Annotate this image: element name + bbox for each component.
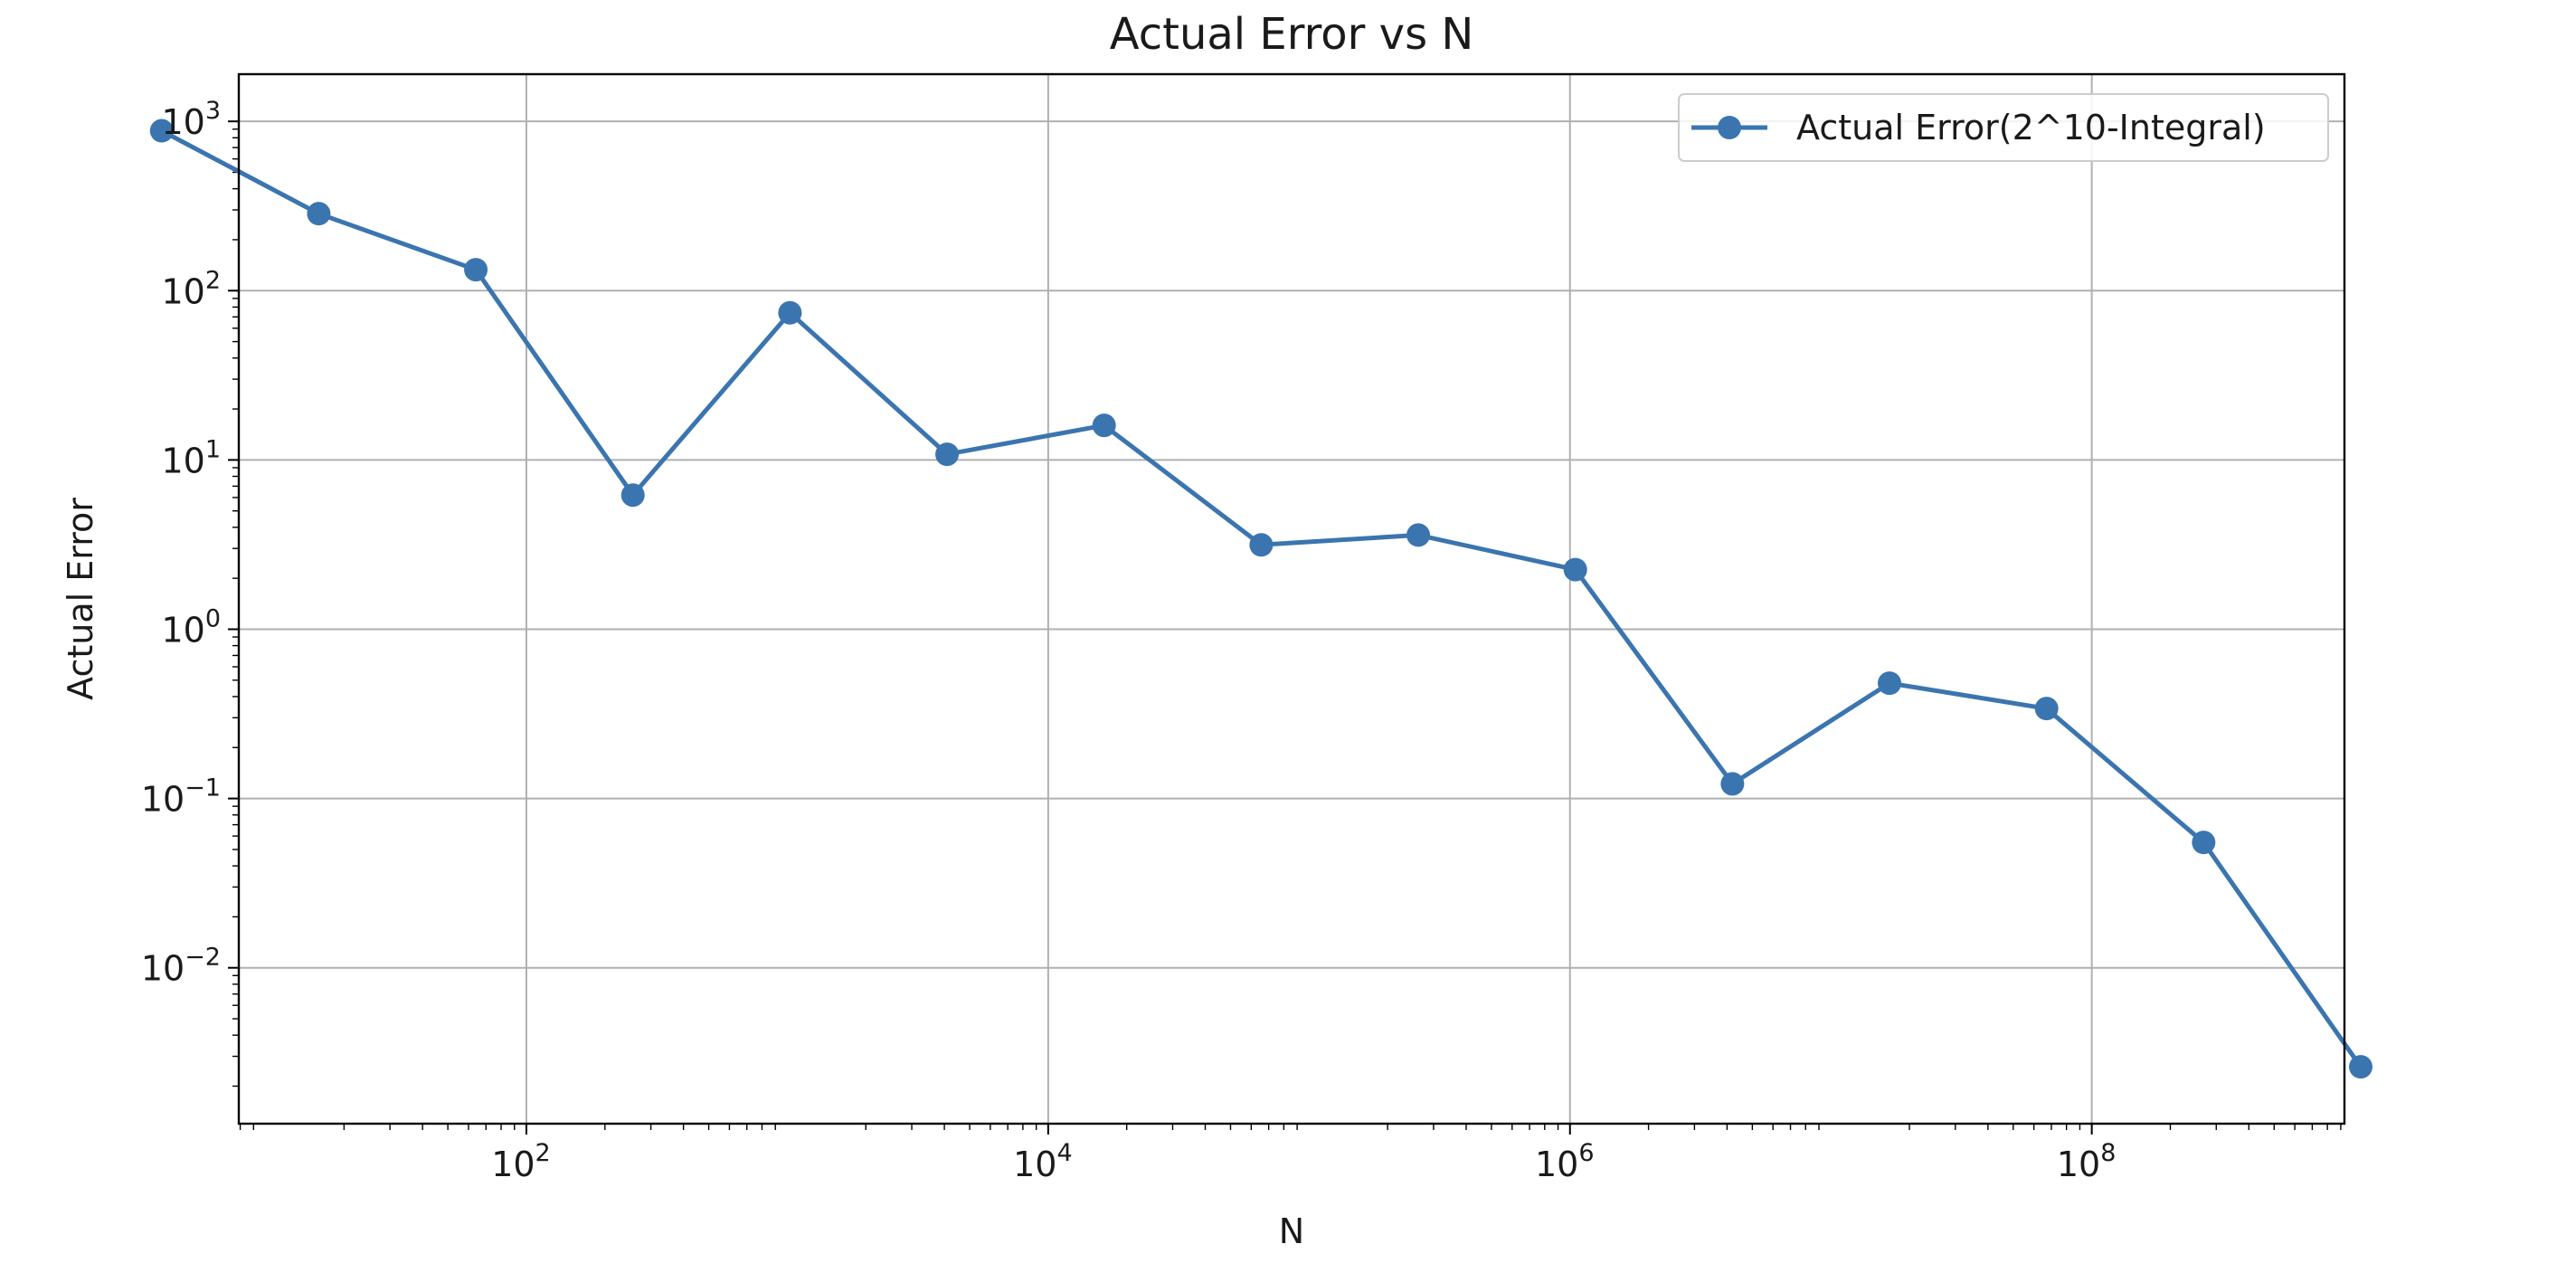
x-tick-label: 108 [2057, 1139, 2117, 1184]
series-layer [149, 119, 2373, 1079]
data-point [620, 483, 645, 508]
y-tick-label: 103 [161, 97, 221, 142]
tick-labels: 102 104 106 108 10−2 10−1 100 101 102 103 [141, 97, 2117, 1184]
data-point [2349, 1055, 2373, 1079]
x-tick-label: 102 [491, 1139, 551, 1184]
y-tick-label: 10−2 [141, 944, 221, 989]
legend: Actual Error(2^10-Integral) [1678, 93, 2329, 162]
data-point [1406, 523, 1431, 547]
data-point [1878, 671, 1902, 696]
data-point [1249, 533, 1274, 557]
y-axis-label: Actual Error [61, 498, 100, 700]
y-tick-label: 100 [161, 604, 221, 650]
chart-title: Actual Error vs N [1110, 9, 1473, 60]
legend-marker-swatch [1718, 116, 1741, 139]
plot-area-frame [237, 72, 2346, 1125]
y-tick-label: 102 [161, 266, 221, 311]
y-tick-label: 101 [161, 435, 221, 480]
data-point [2192, 831, 2216, 855]
legend-box [1678, 93, 2329, 162]
y-tick-label: 10−1 [141, 774, 221, 820]
data-point [149, 119, 174, 143]
data-point [1563, 557, 1587, 582]
x-tick-label: 104 [1013, 1139, 1073, 1184]
data-point [1092, 413, 1116, 438]
axis-ticks [228, 120, 2342, 1135]
data-point [2034, 697, 2059, 721]
x-axis-label: N [1279, 1211, 1304, 1251]
data-point [778, 300, 802, 325]
data-point [464, 258, 488, 282]
legend-label: Actual Error(2^10-Integral) [1796, 108, 2266, 147]
data-point [1720, 772, 1745, 796]
x-tick-label: 106 [1535, 1139, 1595, 1184]
data-point [307, 202, 331, 226]
data-point [935, 442, 960, 467]
